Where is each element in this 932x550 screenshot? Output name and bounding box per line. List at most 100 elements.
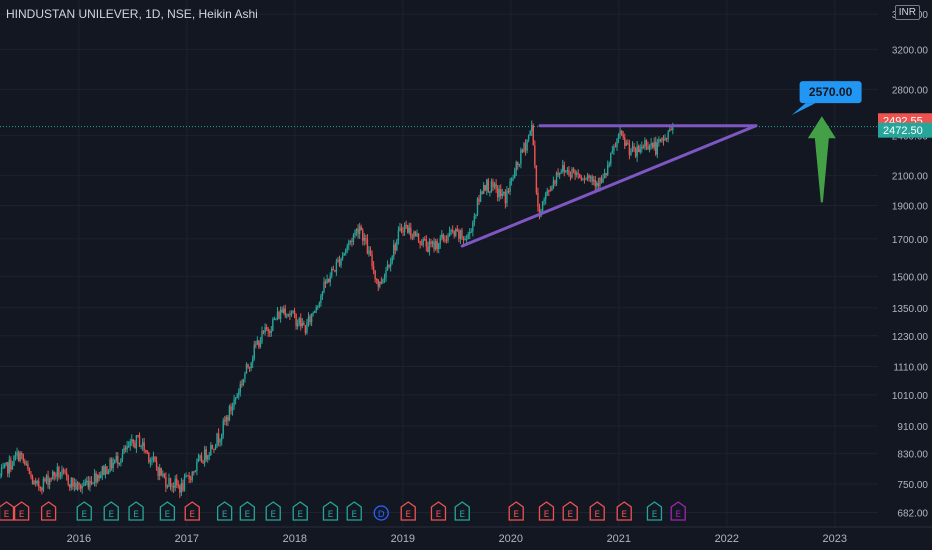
time-axis[interactable]: 2016 2017 2018 2019 2020 2021 2022 2023	[0, 526, 932, 550]
event-marker[interactable]: E	[346, 501, 362, 521]
candle-body	[393, 244, 395, 257]
target-callout[interactable]: 2570.00	[791, 81, 862, 116]
event-marker[interactable]: E	[184, 501, 200, 521]
currency-badge[interactable]: INR	[894, 5, 920, 20]
event-marker[interactable]: E	[454, 501, 470, 521]
earnings-icon[interactable]	[430, 501, 447, 521]
candle-body	[455, 228, 457, 236]
candle-body	[614, 146, 617, 148]
candle-body	[416, 233, 418, 237]
earnings-icon[interactable]	[216, 501, 233, 521]
candle-body	[638, 146, 640, 153]
event-type-label: E	[652, 510, 658, 520]
candle-body	[301, 323, 303, 327]
candle-body	[396, 240, 398, 251]
event-marker[interactable]: E	[400, 501, 416, 521]
earnings-icon[interactable]	[265, 501, 281, 521]
earnings-icon[interactable]	[562, 501, 578, 521]
earnings-icon[interactable]	[239, 501, 255, 521]
earnings-icon[interactable]	[646, 501, 663, 521]
target-arrow[interactable]	[807, 116, 836, 203]
lower-trendline[interactable]	[460, 124, 758, 248]
candle-body	[484, 185, 486, 191]
event-marker[interactable]: E	[128, 501, 144, 521]
earnings-icon[interactable]	[184, 501, 200, 521]
candle-body	[425, 239, 428, 247]
event-marker[interactable]: E	[76, 501, 92, 521]
event-marker[interactable]: E	[670, 501, 686, 521]
candle-body	[554, 180, 556, 184]
earnings-icon[interactable]	[103, 501, 119, 521]
candle-body	[572, 168, 575, 172]
candle-body	[552, 180, 555, 188]
candle-body	[36, 481, 38, 484]
price-tick-label: 1900.00	[892, 202, 929, 213]
event-marker[interactable]: E	[239, 501, 255, 521]
price-axis[interactable]: 3600.003200.002800.002400.002100.001900.…	[878, 0, 932, 550]
event-marker[interactable]: E	[0, 501, 15, 521]
candle-body	[17, 452, 20, 461]
candle-body	[245, 363, 248, 374]
price-label-tag[interactable]	[878, 122, 932, 138]
candle-body	[377, 279, 379, 287]
event-marker[interactable]: E	[103, 501, 119, 521]
event-marker[interactable]: E	[589, 501, 605, 521]
earnings-icon[interactable]	[589, 501, 605, 521]
event-marker[interactable]: E	[646, 501, 663, 521]
callout-box[interactable]	[799, 81, 862, 104]
earnings-icon[interactable]	[292, 501, 308, 521]
time-tick-label: 2021	[607, 533, 631, 545]
earnings-icon[interactable]	[508, 501, 524, 521]
candle-body	[410, 227, 412, 237]
event-type-label: E	[4, 510, 10, 520]
event-marker[interactable]: E	[13, 501, 30, 521]
candle-body	[303, 323, 305, 326]
earnings-icon[interactable]	[159, 501, 176, 521]
event-marker[interactable]: D	[373, 505, 389, 521]
earnings-icon[interactable]	[13, 501, 30, 521]
up-arrow-shape[interactable]	[807, 116, 836, 203]
earnings-icon[interactable]	[346, 501, 362, 521]
earnings-icon[interactable]	[40, 501, 57, 521]
event-marker[interactable]: E	[292, 501, 308, 521]
dividend-icon[interactable]	[373, 505, 389, 521]
earnings-icon[interactable]	[454, 501, 470, 521]
earnings-icon[interactable]	[128, 501, 144, 521]
candle-body	[10, 459, 12, 470]
candle-body	[24, 460, 26, 465]
event-marker[interactable]: E	[508, 501, 524, 521]
earnings-icon[interactable]	[76, 501, 92, 521]
event-marker[interactable]: E	[40, 501, 57, 521]
event-marker[interactable]: E	[616, 501, 632, 521]
event-marker[interactable]: E	[430, 501, 447, 521]
candle-body	[131, 439, 133, 442]
price-tick-label: 830.00	[897, 450, 928, 461]
event-marker[interactable]: E	[562, 501, 578, 521]
event-marker[interactable]: E	[265, 501, 281, 521]
candle-body	[422, 239, 424, 245]
candle-body	[323, 281, 325, 293]
event-marker[interactable]: E	[216, 501, 233, 521]
earnings-icon[interactable]	[0, 501, 15, 521]
earnings-icon[interactable]	[322, 501, 339, 521]
trendline-annotations[interactable]	[460, 124, 758, 248]
earnings-icon[interactable]	[538, 501, 555, 521]
candle-body	[340, 258, 342, 266]
candle-body	[520, 149, 522, 164]
candle-body	[332, 268, 335, 271]
candle-body	[241, 384, 243, 386]
candle-body	[120, 459, 122, 464]
candle-body	[417, 233, 420, 242]
event-marker[interactable]: E	[159, 501, 176, 521]
earnings-icon[interactable]	[400, 501, 416, 521]
earnings-icon[interactable]	[670, 501, 686, 521]
candle-body	[458, 230, 460, 239]
candle-body	[558, 172, 561, 175]
earnings-icon[interactable]	[616, 501, 632, 521]
candle-body	[76, 482, 79, 490]
candle-body	[479, 191, 482, 202]
event-marker[interactable]: E	[322, 501, 339, 521]
event-marker[interactable]: E	[538, 501, 555, 521]
